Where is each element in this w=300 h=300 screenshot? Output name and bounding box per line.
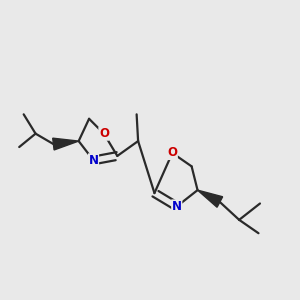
Text: O: O [99,127,109,140]
Polygon shape [198,190,223,207]
Text: O: O [167,146,177,160]
Text: N: N [172,200,182,213]
Text: N: N [88,154,98,167]
Polygon shape [53,138,79,150]
